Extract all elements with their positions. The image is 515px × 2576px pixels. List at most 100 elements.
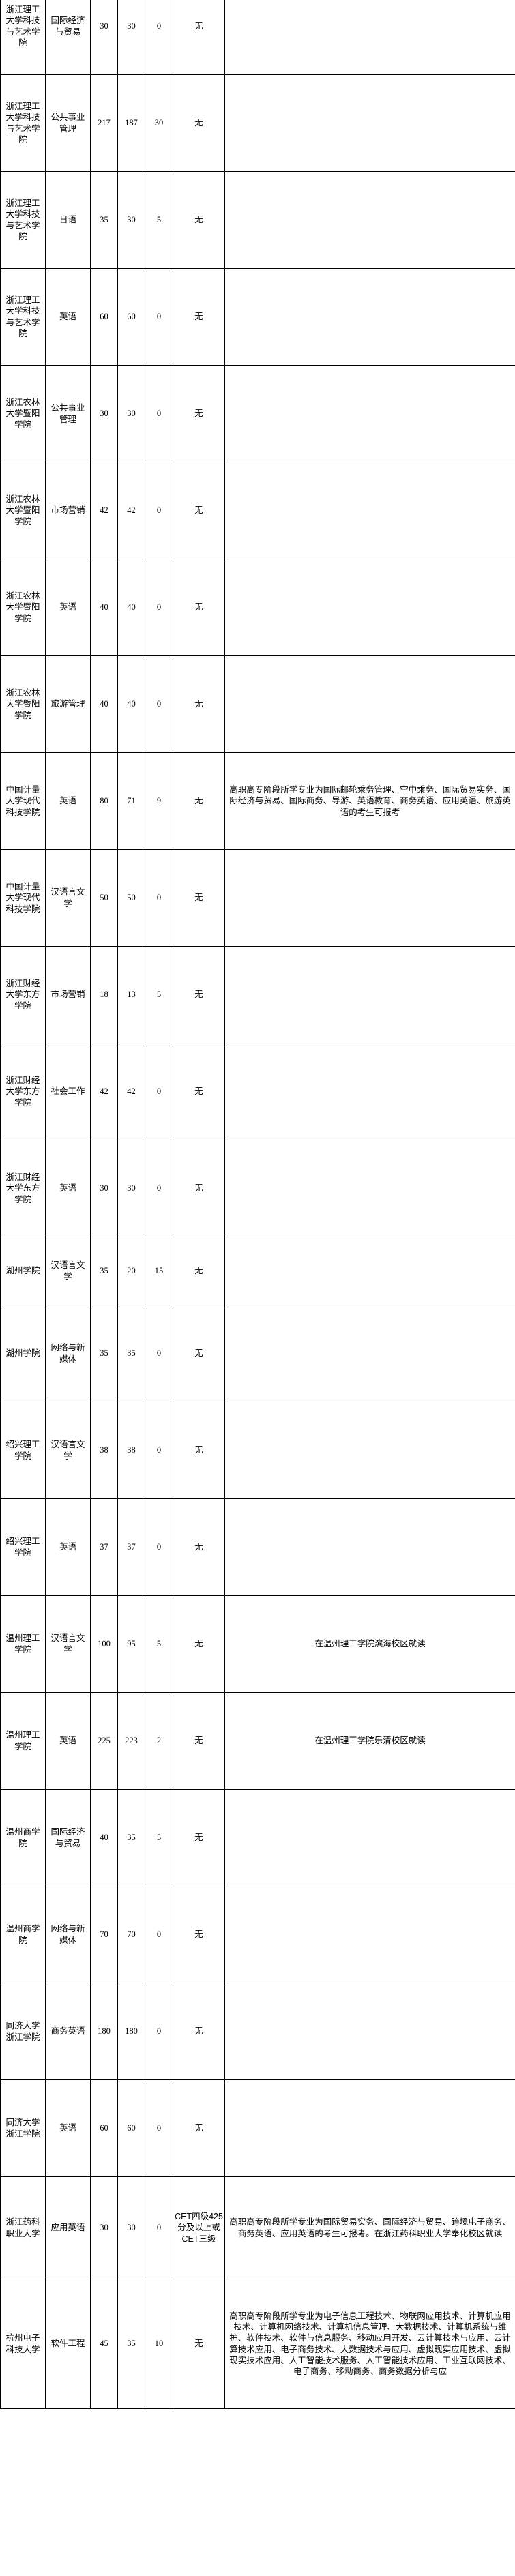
cell-remark	[224, 1237, 515, 1305]
table-row: 绍兴理工学院 汉语言文学 38 38 0 无	[0, 1402, 515, 1499]
cell-remark	[224, 1983, 515, 2080]
table-row: 湖州学院 汉语言文学 35 20 15 无	[0, 1237, 515, 1305]
cell-admitted-count: 35	[117, 1789, 145, 1886]
cell-school: 同济大学浙江学院	[0, 2079, 46, 2177]
cell-vacancy-count: 0	[145, 559, 173, 656]
cell-plan-count: 180	[90, 1983, 118, 2080]
cell-major: 旅游管理	[45, 655, 91, 753]
cell-plan-count: 30	[90, 0, 118, 75]
cell-major: 网络与新媒体	[45, 1305, 91, 1402]
cell-vacancy-count: 0	[145, 0, 173, 75]
table-row: 湖州学院 网络与新媒体 35 35 0 无	[0, 1305, 515, 1402]
cell-major: 英语	[45, 1692, 91, 1790]
cell-plan-count: 80	[90, 752, 118, 850]
cell-admitted-count: 70	[117, 1886, 145, 1983]
cell-remark	[224, 462, 515, 559]
cell-requirement: 无	[173, 1043, 225, 1140]
cell-vacancy-count: 0	[145, 1305, 173, 1402]
cell-remark	[224, 849, 515, 947]
cell-admitted-count: 30	[117, 0, 145, 75]
cell-school: 浙江理工大学科技与艺术学院	[0, 74, 46, 172]
cell-vacancy-count: 0	[145, 2176, 173, 2279]
cell-requirement: 无	[173, 849, 225, 947]
cell-plan-count: 40	[90, 559, 118, 656]
cell-major: 汉语言文学	[45, 849, 91, 947]
cell-vacancy-count: 2	[145, 1692, 173, 1790]
cell-remark	[224, 171, 515, 269]
cell-admitted-count: 30	[117, 1140, 145, 1237]
cell-vacancy-count: 0	[145, 268, 173, 366]
cell-admitted-count: 71	[117, 752, 145, 850]
cell-major: 国际经济与贸易	[45, 0, 91, 75]
cell-school: 湖州学院	[0, 1305, 46, 1402]
table-row: 浙江农林大学暨阳学院 旅游管理 40 40 0 无	[0, 655, 515, 753]
cell-school: 温州商学院	[0, 1886, 46, 1983]
cell-major: 公共事业管理	[45, 74, 91, 172]
admissions-plan-table: 浙江理工大学科技与艺术学院 国际经济与贸易 30 30 0 无浙江理工大学科技与艺术学院公…	[0, 0, 515, 2409]
cell-admitted-count: 60	[117, 268, 145, 366]
cell-major: 汉语言文学	[45, 1237, 91, 1305]
cell-remark	[224, 946, 515, 1043]
table-row: 浙江农林大学暨阳学院 公共事业管理 30 30 0 无	[0, 365, 515, 462]
cell-remark	[224, 1305, 515, 1402]
cell-major: 英语	[45, 1140, 91, 1237]
cell-plan-count: 60	[90, 2079, 118, 2177]
cell-major: 汉语言文学	[45, 1402, 91, 1499]
table-row: 浙江理工大学科技与艺术学院 英语 60 60 0 无	[0, 268, 515, 366]
cell-vacancy-count: 0	[145, 1043, 173, 1140]
cell-requirement: 无	[173, 1402, 225, 1499]
cell-school: 绍兴理工学院	[0, 1402, 46, 1499]
cell-plan-count: 30	[90, 1140, 118, 1237]
cell-plan-count: 30	[90, 2176, 118, 2279]
cell-admitted-count: 35	[117, 1305, 145, 1402]
table-row: 温州商学院 网络与新媒体 70 70 0 无	[0, 1886, 515, 1983]
table-row: 温州理工学院 汉语言文学 100 95 5 无在温州理工学院滨海校区就读	[0, 1595, 515, 1693]
cell-admitted-count: 35	[117, 2279, 145, 2409]
table-row: 杭州电子科技大学 软件工程 45 35 10 无高职高专阶段所学专业为电子信息工程技术、物…	[0, 2279, 515, 2409]
cell-vacancy-count: 5	[145, 171, 173, 269]
cell-major: 网络与新媒体	[45, 1886, 91, 1983]
cell-requirement: 无	[173, 1140, 225, 1237]
cell-vacancy-count: 0	[145, 1498, 173, 1596]
cell-vacancy-count: 0	[145, 655, 173, 753]
cell-requirement: 无	[173, 2279, 225, 2409]
table-row: 浙江理工大学科技与艺术学院 日语 35 30 5 无	[0, 171, 515, 269]
cell-requirement: 无	[173, 1789, 225, 1886]
cell-requirement: 无	[173, 268, 225, 366]
cell-requirement: 无	[173, 1498, 225, 1596]
cell-major: 社会工作	[45, 1043, 91, 1140]
cell-vacancy-count: 5	[145, 1595, 173, 1693]
cell-major: 英语	[45, 752, 91, 850]
cell-admitted-count: 13	[117, 946, 145, 1043]
cell-plan-count: 35	[90, 1237, 118, 1305]
cell-plan-count: 40	[90, 655, 118, 753]
table-row: 温州理工学院 英语 225 223 2 无在温州理工学院乐清校区就读	[0, 1692, 515, 1790]
cell-major: 英语	[45, 2079, 91, 2177]
cell-vacancy-count: 0	[145, 1983, 173, 2080]
cell-school: 绍兴理工学院	[0, 1498, 46, 1596]
cell-plan-count: 35	[90, 171, 118, 269]
cell-remark	[224, 268, 515, 366]
cell-requirement: 无	[173, 0, 225, 75]
cell-remark	[224, 1402, 515, 1499]
cell-admitted-count: 40	[117, 655, 145, 753]
cell-plan-count: 70	[90, 1886, 118, 1983]
cell-plan-count: 100	[90, 1595, 118, 1693]
cell-requirement: 无	[173, 1692, 225, 1790]
table-row: 同济大学浙江学院 英语 60 60 0 无	[0, 2079, 515, 2177]
cell-admitted-count: 95	[117, 1595, 145, 1693]
cell-plan-count: 50	[90, 849, 118, 947]
table-row: 同济大学浙江学院 商务英语 180 180 0 无	[0, 1983, 515, 2080]
table-row: 浙江财经大学东方学院 市场营销 18 13 5 无	[0, 946, 515, 1043]
cell-requirement: 无	[173, 752, 225, 850]
table-row: 浙江理工大学科技与艺术学院 公共事业管理 217 187 30 无	[0, 74, 515, 172]
cell-remark	[224, 1140, 515, 1237]
cell-admitted-count: 60	[117, 2079, 145, 2177]
cell-admitted-count: 187	[117, 74, 145, 172]
cell-school: 浙江药科职业大学	[0, 2176, 46, 2279]
cell-vacancy-count: 30	[145, 74, 173, 172]
cell-requirement: 无	[173, 1237, 225, 1305]
table-row: 温州商学院 国际经济与贸易 40 35 5 无	[0, 1789, 515, 1886]
cell-plan-count: 40	[90, 1789, 118, 1886]
cell-requirement: 无	[173, 559, 225, 656]
